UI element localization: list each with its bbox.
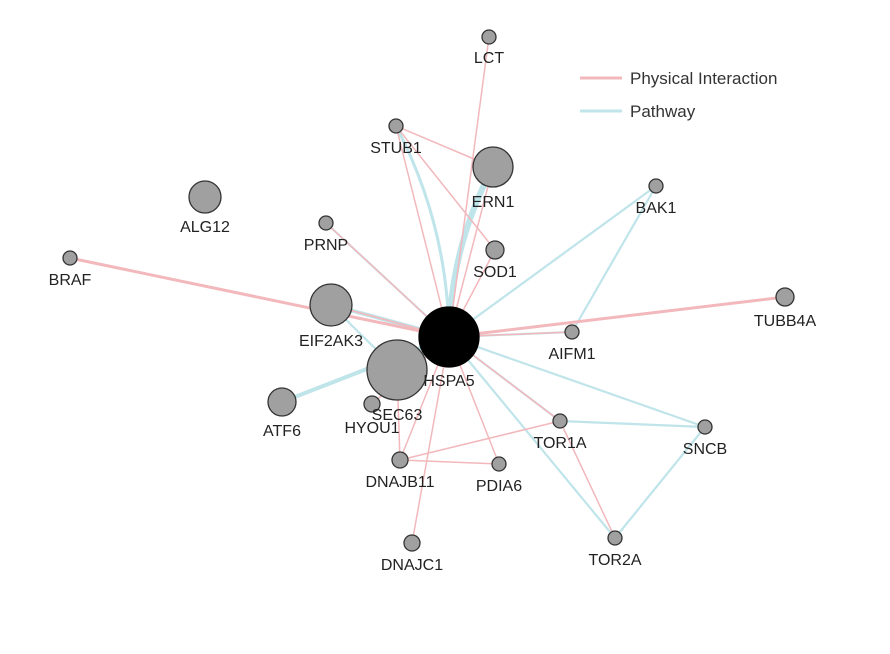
node-eif2ak3[interactable] — [309, 283, 353, 327]
node-stub1[interactable] — [388, 118, 404, 134]
node-braf[interactable] — [62, 250, 78, 266]
node-label-bak1: BAK1 — [636, 200, 677, 217]
node-label-eif2ak3: EIF2AK3 — [299, 333, 363, 350]
node-tubb4a[interactable] — [775, 287, 795, 307]
node-bak1[interactable] — [648, 178, 664, 194]
edge-pathway-tor1a-sncb — [558, 419, 707, 429]
node-hspa5[interactable] — [418, 306, 480, 368]
node-sod1[interactable] — [485, 240, 505, 260]
edge-physical-hspa5-tubb4a — [447, 295, 787, 339]
edge-physical-tor1a-dnajb11 — [399, 420, 561, 461]
node-label-pdia6: PDIA6 — [476, 478, 522, 495]
node-label-stub1: STUB1 — [370, 140, 422, 157]
edge-physical-hspa5-braf — [68, 256, 451, 339]
edge-pathway-sncb-tor2a — [613, 425, 707, 540]
edge-pathway-aifm1-bak1 — [570, 184, 658, 334]
node-dnajb11[interactable] — [391, 451, 409, 469]
edge-pathway-hspa5-bak1 — [447, 184, 658, 339]
node-label-aifm1: AIFM1 — [548, 346, 595, 363]
node-label-hyou1: HYOU1 — [344, 420, 399, 437]
node-label-sec63: SEC63 — [372, 407, 423, 424]
node-sncb[interactable] — [697, 419, 713, 435]
edge-physical-stub1-sod1 — [395, 125, 496, 251]
nodes-layer — [62, 29, 795, 552]
node-lct[interactable] — [481, 29, 497, 45]
node-label-tubb4a: TUBB4A — [754, 313, 817, 330]
node-prnp[interactable] — [318, 215, 334, 231]
node-tor2a[interactable] — [607, 530, 623, 546]
node-label-sncb: SNCB — [683, 441, 727, 458]
node-label-alg12: ALG12 — [180, 219, 230, 236]
node-label-atf6: ATF6 — [263, 423, 301, 440]
node-label-dnajb11: DNAJB11 — [365, 474, 434, 491]
node-sec63[interactable] — [366, 339, 428, 401]
node-tor1a[interactable] — [552, 413, 568, 429]
node-hyou1[interactable] — [363, 395, 381, 413]
legend: Physical Interaction Pathway — [580, 69, 777, 121]
edge-physical-dnajb11-pdia6 — [399, 459, 500, 465]
legend-physical-label: Physical Interaction — [630, 69, 777, 88]
edge-physical-hspa5-stub1 — [395, 125, 450, 338]
node-label-tor1a: TOR1A — [533, 435, 586, 452]
node-label-ern1: ERN1 — [472, 194, 515, 211]
node-aifm1[interactable] — [564, 324, 580, 340]
edge-pathway-hspa5-sncb — [447, 335, 707, 429]
node-label-hspa5: HSPA5 — [423, 373, 474, 390]
node-label-tor2a: TOR2A — [588, 552, 641, 569]
node-pdia6[interactable] — [491, 456, 507, 472]
node-label-braf: BRAF — [49, 272, 92, 289]
node-dnajc1[interactable] — [403, 534, 421, 552]
node-label-lct: LCT — [474, 50, 504, 67]
edge-physical-hspa5-dnajc1 — [411, 336, 450, 544]
node-label-sod1: SOD1 — [473, 264, 517, 281]
node-label-dnajc1: DNAJC1 — [381, 557, 443, 574]
node-ern1[interactable] — [472, 146, 514, 188]
edge-physical-hspa5-lct — [448, 36, 490, 338]
node-alg12[interactable] — [188, 180, 222, 214]
legend-pathway-label: Pathway — [630, 102, 696, 121]
edge-pathway-hspa5-tor2a — [447, 335, 617, 540]
node-atf6[interactable] — [267, 387, 297, 417]
node-label-prnp: PRNP — [304, 237, 348, 254]
edge-physical-tor1a-tor2a — [559, 420, 616, 539]
labels-layer: HSPA5 LCT STUB1 ERN1 ALG12 PRNP SOD1 BAK1 BRAF EI… — [49, 50, 817, 574]
